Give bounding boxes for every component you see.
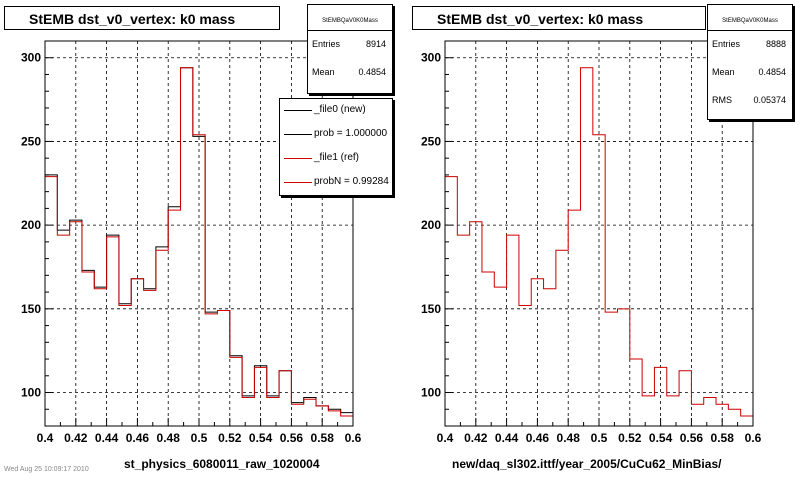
y-tick-label: 300 <box>421 51 441 65</box>
x-tick-label: 0.42 <box>464 431 488 445</box>
legend-label: probN = 0.99284 <box>314 176 389 187</box>
x-tick-label: 0.48 <box>157 431 181 445</box>
stats-label: Entries <box>312 39 341 49</box>
stats-box-name: StEMBQaV0K0Mass <box>308 5 392 31</box>
x-tick-label: 0.44 <box>95 431 119 445</box>
legend-box: _file0 (new) prob = 1.000000 _file1 (ref… <box>279 98 393 196</box>
y-tick-label: 150 <box>421 302 441 316</box>
x-tick-label: 0.48 <box>557 431 581 445</box>
histogram-plot-2: 0.4 0.42 0.44 0.46 0.48 0.5 0.52 0.54 0.56 0.58 0.… <box>421 40 762 445</box>
stats-value: 0.05374 <box>753 95 786 105</box>
stats-value: 8914 <box>365 39 386 49</box>
legend-swatch <box>284 182 312 183</box>
x-tick-label: 0.5 <box>191 431 208 445</box>
y-tick-label: 200 <box>421 218 441 232</box>
x-tick-label: 0.42 <box>64 431 88 445</box>
legend-entry: _file1 (ref) <box>280 147 392 171</box>
x-tick-label: 0.56 <box>280 431 304 445</box>
stats-box-name: StEMBQaV0K0Mass <box>708 5 792 31</box>
footer-timestamp: Wed Aug 25 10:09:17 2010 <box>4 466 89 473</box>
y-tick-label: 300 <box>21 51 41 65</box>
legend-label: _file0 (new) <box>314 104 366 115</box>
x-tick-label: 0.46 <box>126 431 150 445</box>
stats-value: 8888 <box>765 39 786 49</box>
x-tick-label: 0.54 <box>249 431 273 445</box>
x-tick-label: 0.5 <box>591 431 608 445</box>
stats-label: Entries <box>712 39 741 49</box>
stats-row-rms: RMS 0.05374 <box>708 87 792 115</box>
x-tick-label: 0.54 <box>649 431 673 445</box>
legend-entry: prob = 1.000000 <box>280 123 392 147</box>
y-tick-label: 100 <box>421 386 441 400</box>
legend-entry: _file0 (new) <box>280 99 392 123</box>
legend-swatch <box>284 134 312 135</box>
stats-row-entries: Entries 8914 <box>308 31 392 59</box>
stats-row-mean: Mean 0.4854 <box>308 59 392 87</box>
stats-label: Mean <box>712 67 735 77</box>
stats-row-entries: Entries 8888 <box>708 31 792 59</box>
x-tick-label: 0.44 <box>495 431 519 445</box>
y-tick-label: 250 <box>21 134 41 148</box>
stats-value: 0.4854 <box>758 67 786 77</box>
y-tick-label: 100 <box>21 386 41 400</box>
stats-value: 0.4854 <box>358 67 386 77</box>
histogram-series-line <box>445 67 753 417</box>
x-tick-label: 0.4 <box>437 431 454 445</box>
y-tick-label: 250 <box>421 134 441 148</box>
x-tick-label: 0.58 <box>311 431 335 445</box>
legend-label: _file1 (ref) <box>314 152 360 163</box>
panel1-title: StEMB dst_v0_vertex: k0 mass <box>4 6 280 30</box>
stats-label: RMS <box>712 95 732 105</box>
x-tick-label: 0.4 <box>37 431 54 445</box>
stats-label: Mean <box>312 67 335 77</box>
panel2-title: StEMB dst_v0_vertex: k0 mass <box>412 6 706 30</box>
histogram-plot-1: 0.4 0.42 0.44 0.46 0.48 0.5 0.52 0.54 0.56 0.58 0.… <box>21 40 362 445</box>
histogram-series-line <box>45 67 353 417</box>
legend-label: prob = 1.000000 <box>314 128 388 139</box>
x-tick-label: 0.56 <box>680 431 704 445</box>
stats-box-2: StEMBQaV0K0Mass Entries 8888 Mean 0.4854… <box>707 4 793 120</box>
x-tick-label: 0.46 <box>526 431 550 445</box>
legend-swatch <box>284 110 312 111</box>
stats-row-mean: Mean 0.4854 <box>708 59 792 87</box>
legend-swatch <box>284 158 312 159</box>
x-tick-label: 0.52 <box>218 431 242 445</box>
x-tick-label: 0.6 <box>745 431 762 445</box>
x-tick-label: 0.58 <box>711 431 735 445</box>
x-tick-label: 0.6 <box>345 431 362 445</box>
x-tick-label: 0.52 <box>618 431 642 445</box>
legend-entry: probN = 0.99284 <box>280 171 392 195</box>
x-axis-title-2: new/daq_sl302.ittf/year_2005/CuCu62_MinB… <box>452 457 722 471</box>
x-axis-title-1: st_physics_6080011_raw_1020004 <box>124 457 320 471</box>
histogram-series-line <box>45 67 353 414</box>
stats-box-1: StEMBQaV0K0Mass Entries 8914 Mean 0.4854 <box>307 4 393 94</box>
y-tick-label: 150 <box>21 302 41 316</box>
y-tick-label: 200 <box>21 218 41 232</box>
